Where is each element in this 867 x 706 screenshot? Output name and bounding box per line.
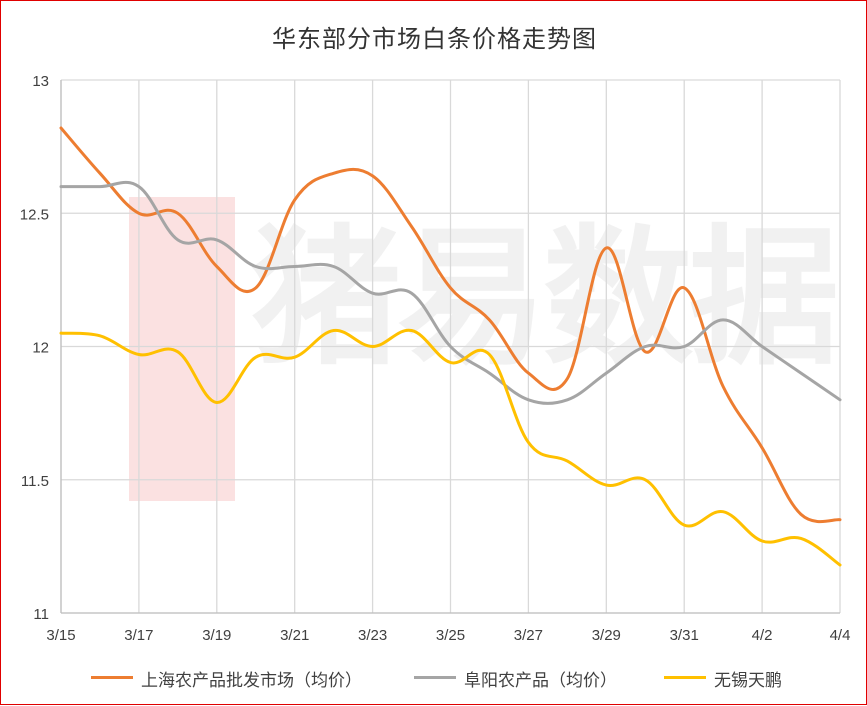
x-tick-label: 3/31 <box>670 627 699 644</box>
chart-title: 华东部分市场白条价格走势图 <box>272 26 597 53</box>
chart-axes <box>60 80 840 614</box>
legend-swatch-fuyang <box>414 676 456 679</box>
series-line-shanghai <box>59 126 842 524</box>
legend-label-wuxi: 无锡天鹏 <box>714 671 782 690</box>
legend-swatch-shanghai <box>91 676 133 679</box>
chart-series <box>59 126 842 567</box>
legend-label-fuyang: 阜阳农产品（均价） <box>464 671 617 690</box>
legend-swatch-wuxi <box>664 676 706 679</box>
y-tick-label: 11.5 <box>21 473 49 490</box>
x-tick-label: 4/2 <box>752 627 773 644</box>
x-axis-ticks: 3/15 3/17 3/19 3/21 3/23 3/25 3/27 3/29 3/31 4/2 4… <box>46 627 850 644</box>
y-axis-ticks: 13 12.5 12 11.5 11 <box>20 73 49 623</box>
x-tick-label: 3/17 <box>124 627 153 644</box>
y-tick-label: 11 <box>33 606 49 623</box>
y-tick-label: 12.5 <box>20 206 49 223</box>
chart-legend: 上海农产品批发市场（均价） 阜阳农产品（均价） 无锡天鹏 <box>1 663 867 691</box>
x-tick-label: 3/19 <box>202 627 231 644</box>
x-tick-label: 3/15 <box>46 627 75 644</box>
x-tick-label: 3/23 <box>358 627 387 644</box>
y-tick-label: 12 <box>32 340 49 357</box>
x-tick-label: 3/25 <box>436 627 465 644</box>
legend-label-shanghai: 上海农产品批发市场（均价） <box>141 671 362 690</box>
x-tick-label: 4/4 <box>830 627 851 644</box>
x-tick-label: 3/21 <box>280 627 309 644</box>
y-tick-label: 13 <box>32 73 49 90</box>
watermark-text: 猪易数据 <box>251 212 839 386</box>
series-line-wuxi <box>59 328 842 567</box>
x-tick-label: 3/27 <box>514 627 543 644</box>
series-line-fuyang <box>59 180 842 405</box>
x-tick-label: 3/29 <box>592 627 621 644</box>
